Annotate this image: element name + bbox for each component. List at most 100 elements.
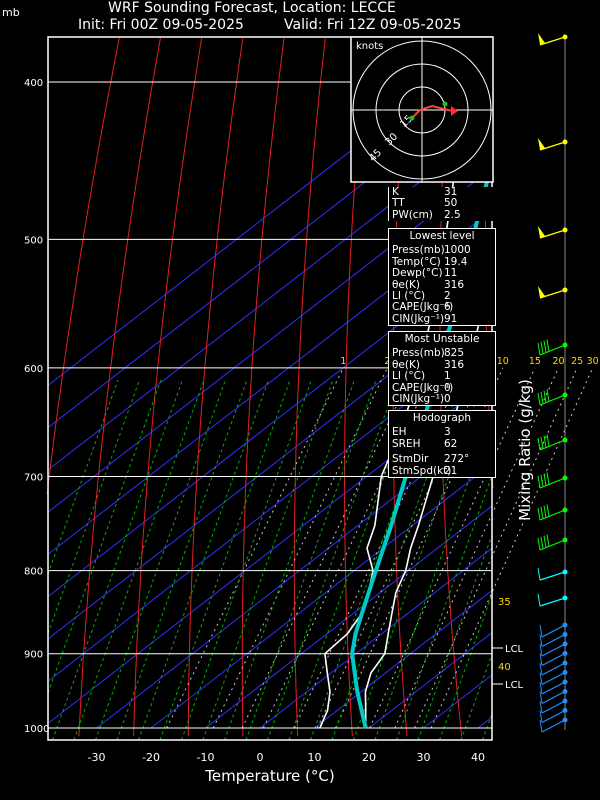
isotherm-line: [47, 167, 493, 513]
wind-barb-feather: [539, 662, 543, 676]
wind-barb-flag: [538, 33, 545, 45]
wind-barb-staff: [539, 539, 566, 551]
wind-barb-feather: [537, 507, 541, 521]
lowest-level-box: Lowest level Press(mb) 1000 Temp(°C) 19.4 …: [388, 228, 496, 327]
wind-barb-feather: [540, 391, 544, 404]
wind-barb-staff: [541, 709, 566, 724]
theta-label: 35: [498, 597, 511, 608]
wind-barb-staff: [539, 509, 566, 521]
wind-barb-feather: [537, 537, 541, 551]
moist-adiabat-line: [482, 713, 493, 741]
isotherm-line: [314, 590, 493, 729]
moist-adiabat-line: [95, 379, 226, 741]
isotherm-line: [150, 463, 493, 729]
temperature-tick-label: 30: [417, 751, 431, 764]
wind-barb-staff: [541, 671, 566, 686]
wind-barb-feather: [546, 504, 550, 517]
moist-adiabat-line: [267, 379, 398, 741]
wind-barb-feather: [537, 567, 541, 581]
moist-adiabat-line: [52, 379, 183, 741]
mixing-ratio-line: [166, 367, 344, 729]
wind-barb-feather: [537, 342, 541, 356]
wind-barb-staff: [541, 700, 566, 714]
wind-barb-feather: [540, 436, 544, 449]
moist-adiabat-line: [138, 379, 269, 741]
wind-barb-feather: [543, 473, 547, 486]
valid-time: Valid: Fri 12Z 09-05-2025: [284, 17, 462, 33]
isotherm-lines: [47, 40, 493, 729]
hodograph-arrow: [451, 106, 458, 116]
most-unstable-box: Most Unstable Press(mb) 825 θe(K) 316 LI (…: [388, 331, 496, 407]
wind-barb-staff: [541, 624, 566, 638]
dry-adiabat-line: [78, 38, 161, 737]
wind-barb-feather: [540, 506, 544, 519]
moist-adiabat-line: [417, 534, 493, 741]
wind-barb-staff: [541, 681, 566, 695]
y-unit-label: mb: [2, 6, 20, 19]
wind-barb-staff: [539, 141, 566, 151]
wind-barb-feather: [546, 339, 550, 352]
pressure-tick-label: 500: [24, 235, 43, 246]
theta-label: 40: [498, 662, 511, 673]
wind-barb-feather: [540, 474, 544, 487]
wind-barb-feather: [543, 390, 547, 403]
mixing-ratio-line: [212, 367, 388, 729]
moist-adiabat-line: [159, 379, 291, 741]
wind-barb-staff: [539, 597, 566, 607]
mixing-ratio-label: 10: [497, 356, 509, 367]
isotherm-line: [477, 716, 493, 729]
wind-barb-staff: [541, 643, 566, 657]
wind-barb-staff: [539, 477, 566, 489]
wind-barb-staff: [539, 571, 566, 581]
lcl-label: LCL: [505, 680, 524, 691]
lcl-label: LCL: [505, 644, 524, 655]
wind-barb-feather: [537, 593, 541, 607]
pressure-tick-label: 800: [24, 567, 43, 578]
temperature-tick-label: -30: [88, 751, 106, 764]
wind-barb-feather: [539, 624, 543, 638]
pressure-tick-label: 900: [24, 650, 43, 661]
wind-barb-staff: [541, 690, 566, 705]
dry-adiabat-line: [293, 38, 326, 737]
moist-adiabat-line: [245, 379, 377, 741]
dry-adiabat-line: [187, 38, 244, 737]
wind-barb-staff: [539, 394, 566, 406]
wind-barb-flag: [538, 138, 545, 150]
wind-barb-feather: [546, 534, 550, 547]
wind-barb-feather: [543, 435, 547, 448]
temperature-tick-label: 20: [362, 751, 376, 764]
mixing-ratio-label: 15: [529, 356, 541, 367]
moist-adiabat-line: [116, 379, 248, 741]
wind-barb-feather: [537, 475, 541, 489]
pressure-tick-label: 600: [24, 364, 43, 375]
dry-adiabat-line: [343, 38, 367, 737]
wind-barb-staff: [539, 344, 566, 356]
most-unstable-title: Most Unstable: [404, 333, 480, 345]
isotherm-line: [47, 125, 493, 471]
mixing-ratio-label: 30: [587, 356, 599, 367]
mixing-ratio-axis-title: Mixing Ratio (g/kg): [516, 379, 534, 521]
mixing-ratio-lines: 1234681015202530: [47, 356, 599, 741]
dry-adiabat-line: [133, 38, 203, 737]
moist-adiabat-line: [396, 475, 493, 741]
isotherm-line: [205, 505, 493, 729]
wind-barb-staff: [539, 289, 566, 299]
pressure-tick-label: 400: [24, 78, 43, 89]
hodograph-point: [442, 101, 448, 107]
wind-barb-feather: [540, 341, 544, 354]
wind-barb-staff: [541, 652, 566, 667]
wind-barb-feather: [539, 681, 543, 695]
temperature-tick-label: -10: [197, 751, 215, 764]
temperature-tick-label: -20: [142, 751, 160, 764]
wind-barb-feather: [537, 437, 541, 451]
dry-adiabat-line: [241, 38, 285, 737]
side-labels: LCL LCL 35 40: [492, 597, 524, 691]
moist-adiabat-line: [73, 379, 205, 741]
init-time: Init: Fri 00Z 09-05-2025: [78, 17, 244, 33]
hodograph-point: [409, 115, 415, 121]
wind-barb-feather: [543, 340, 547, 353]
hodograph-unit-label: knots: [356, 41, 383, 52]
wind-barb-staff: [539, 36, 566, 46]
